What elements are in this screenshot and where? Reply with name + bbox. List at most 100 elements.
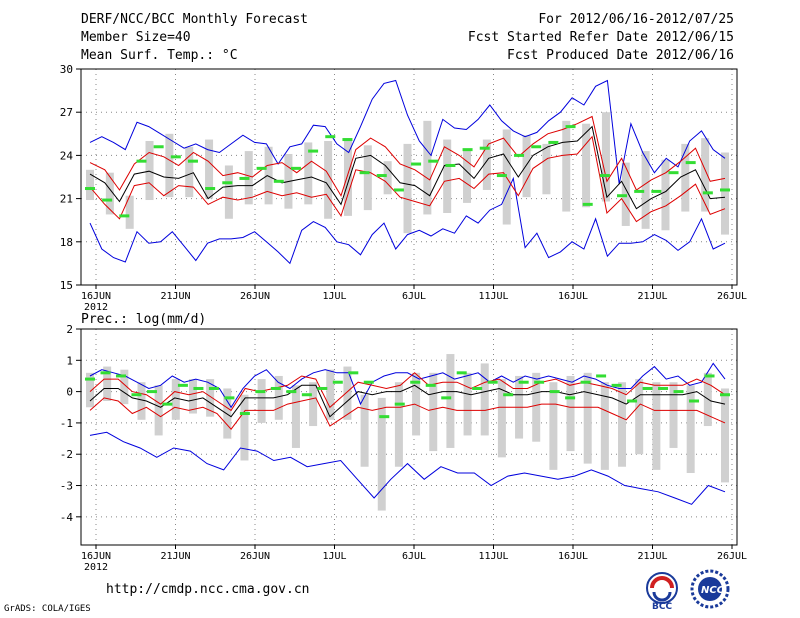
spread_lower-line — [89, 135, 726, 223]
range-bar — [423, 120, 432, 215]
range-bar — [542, 143, 551, 195]
range-bar — [154, 385, 163, 436]
median-mark — [462, 148, 473, 152]
range-bar — [145, 141, 154, 201]
median-mark — [393, 188, 404, 192]
x-tick-label: 21JUN — [160, 551, 190, 562]
range-bar — [240, 394, 249, 461]
range-bar — [480, 363, 489, 436]
median-mark — [673, 390, 684, 394]
range-bar — [635, 379, 644, 455]
median-mark — [487, 380, 498, 384]
range-bar — [600, 382, 609, 470]
median-mark — [286, 390, 297, 394]
median-mark — [549, 390, 560, 394]
median-mark — [472, 386, 483, 390]
y-tick-label: 18 — [60, 236, 73, 249]
median-mark — [410, 380, 421, 384]
range-bar — [429, 372, 438, 452]
median-mark — [255, 390, 266, 394]
range-bar — [721, 152, 729, 235]
range-bar — [205, 139, 214, 199]
range-bar — [669, 382, 678, 448]
range-bar — [446, 354, 455, 448]
range-bar — [264, 146, 273, 205]
y-tick-label: -3 — [60, 480, 73, 493]
range-bar — [86, 372, 94, 408]
median-mark — [428, 159, 439, 163]
range-bar — [661, 159, 670, 231]
range-bar — [137, 382, 146, 420]
spread_lower-line — [89, 397, 726, 430]
median-mark — [308, 149, 319, 153]
range-bar — [86, 169, 94, 201]
x-tick-label: 26JUN — [240, 291, 270, 302]
range-bar — [363, 145, 372, 211]
min-line — [89, 176, 726, 265]
y-tick-label: 30 — [60, 63, 73, 76]
x-tick-label: 16JUN — [81, 291, 111, 302]
range-bar — [206, 379, 215, 417]
x-tick-label: 26JUL — [717, 291, 747, 302]
median-mark — [119, 214, 130, 218]
median-mark — [376, 174, 387, 178]
median-mark — [177, 383, 188, 387]
x-tick-label: 21JUL — [637, 291, 667, 302]
median-mark — [325, 135, 336, 139]
x-tick-label: 21JUL — [637, 551, 667, 562]
range-bar — [701, 138, 710, 212]
forecast-started-label: Fcst Started Refer Date 2012/06/15 — [467, 30, 734, 45]
median-mark — [634, 189, 645, 193]
range-bar — [583, 372, 592, 464]
range-bar — [582, 123, 591, 208]
mean-line — [89, 384, 726, 418]
median-mark — [256, 166, 267, 170]
y-tick-label: -4 — [60, 511, 74, 524]
median-mark — [153, 145, 164, 149]
median-mark — [411, 162, 422, 166]
range-bar — [403, 143, 412, 234]
median-mark — [582, 202, 593, 206]
median-mark — [224, 396, 235, 400]
range-bar — [274, 375, 283, 420]
median-mark — [445, 163, 456, 167]
median-mark — [689, 399, 700, 403]
median-mark — [514, 153, 525, 157]
median-mark — [131, 393, 142, 397]
median-mark — [456, 371, 467, 375]
svg-text:BCC: BCC — [652, 602, 672, 612]
website-url[interactable]: http://cmdp.ncc.cma.gov.cn — [106, 582, 310, 597]
y-tick-label: -2 — [60, 448, 73, 461]
median-mark — [273, 179, 284, 183]
spread_upper-line — [89, 372, 726, 412]
year-label: 2012 — [84, 302, 108, 313]
y-tick-label: 27 — [60, 106, 73, 119]
median-mark — [193, 386, 204, 390]
median-mark — [503, 393, 514, 397]
bcc-logo: BCC — [646, 572, 678, 612]
x-tick-label: 1JUL — [322, 551, 346, 562]
median-mark — [348, 371, 359, 375]
forecast-produced-label: Fcst Produced Date 2012/06/16 — [507, 48, 734, 63]
y-tick-label: 24 — [60, 149, 74, 162]
range-bar — [463, 149, 472, 203]
range-bar — [463, 372, 472, 436]
median-mark — [611, 383, 622, 387]
range-bar — [652, 382, 661, 470]
range-bar — [103, 366, 112, 401]
median-mark — [642, 386, 653, 390]
median-mark — [290, 166, 301, 170]
variable-label: Mean Surf. Temp.: °C — [81, 48, 238, 63]
range-bar — [304, 142, 313, 205]
range-bar — [291, 385, 300, 448]
range-bar — [394, 382, 403, 467]
median-mark — [565, 396, 576, 400]
range-bar — [383, 161, 392, 195]
y-tick-label: -1 — [60, 417, 73, 430]
range-bar — [562, 120, 571, 212]
x-tick-label: 1JUL — [322, 291, 346, 302]
median-mark — [270, 386, 281, 390]
x-tick-label: 26JUN — [240, 551, 270, 562]
temperature-panel: 15 18 21 24 27 30 16JUN 21JUN 26JUN 1JUL 6JUL 11JUL… — [60, 63, 747, 313]
